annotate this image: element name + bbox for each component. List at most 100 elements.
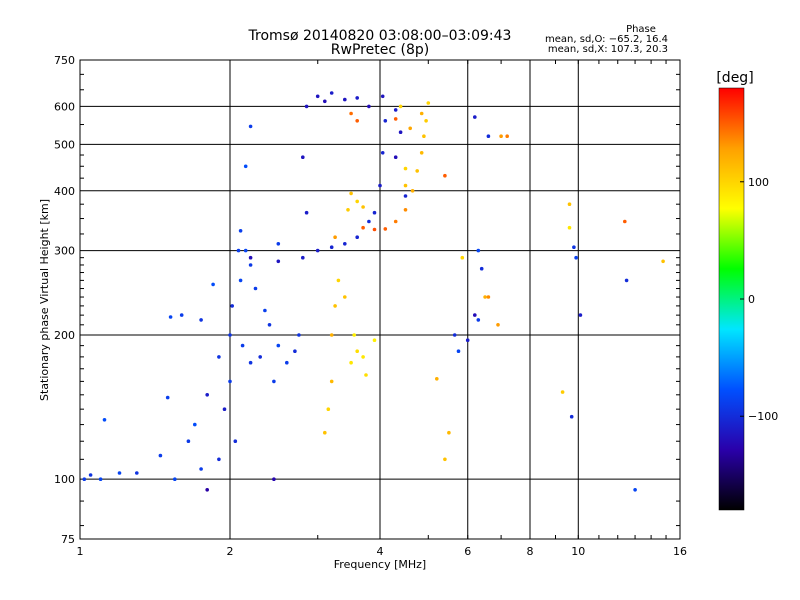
data-point (486, 295, 491, 299)
data-point (238, 278, 243, 283)
data-point (179, 313, 184, 317)
data-point (98, 477, 103, 482)
data-point (329, 91, 334, 95)
data-point (349, 360, 353, 365)
data-point (315, 248, 320, 253)
data-point (253, 286, 258, 291)
data-point (248, 255, 253, 260)
data-point (403, 194, 408, 198)
data-point (336, 278, 341, 283)
data-point (343, 295, 347, 299)
data-point (349, 111, 353, 116)
data-point (240, 343, 245, 348)
data-point (633, 488, 637, 492)
data-point (380, 94, 385, 99)
data-point (297, 333, 301, 337)
data-point (380, 151, 385, 155)
colorbar (718, 87, 745, 511)
data-point (329, 333, 334, 337)
data-point (248, 360, 253, 365)
data-point (383, 119, 388, 123)
x-tick-label: 10 (571, 545, 585, 558)
x-tick-label: 6 (464, 545, 471, 558)
data-point (346, 208, 350, 212)
data-point (343, 242, 347, 246)
data-point (276, 343, 281, 348)
data-point (343, 97, 347, 102)
data-point (473, 313, 477, 317)
data-point (222, 407, 227, 412)
x-tick-label: 1 (77, 545, 84, 558)
colorbar-ticks: 100 0 −100 (740, 176, 778, 423)
data-point (419, 111, 424, 116)
data-point (272, 379, 276, 384)
data-point (135, 471, 139, 475)
data-point (424, 119, 428, 123)
x-tick-label: 2 (227, 545, 234, 558)
data-point (393, 108, 398, 112)
data-point (443, 173, 447, 178)
data-point (228, 333, 232, 337)
data-point (258, 355, 263, 359)
data-point (349, 191, 353, 196)
data-point (301, 255, 305, 260)
data-point (476, 248, 481, 253)
data-point (238, 229, 243, 233)
data-point (452, 333, 457, 337)
data-point (285, 360, 289, 365)
data-point (372, 227, 377, 232)
info-title: Phase (626, 24, 656, 35)
data-point (248, 124, 253, 129)
chart-subtitle: RwPretec (8p) (331, 42, 429, 58)
data-point (569, 414, 574, 419)
data-point (372, 338, 377, 343)
data-point (168, 315, 173, 319)
data-point (361, 355, 365, 359)
data-point (456, 349, 461, 354)
data-point (364, 373, 368, 377)
data-point (217, 355, 221, 359)
data-point (383, 227, 388, 231)
data-point (276, 259, 281, 264)
data-point (199, 467, 203, 471)
data-point (333, 235, 337, 239)
data-point (408, 126, 413, 131)
x-tick-label: 16 (673, 545, 687, 558)
data-point (505, 134, 510, 138)
data-point (415, 169, 420, 173)
data-point (479, 266, 484, 271)
y-tick-label: 200 (54, 329, 75, 342)
data-point (447, 430, 451, 435)
data-point (499, 134, 503, 138)
data-point (326, 407, 331, 412)
y-tick-label: 300 (54, 245, 75, 258)
data-points (82, 91, 665, 492)
data-point (403, 166, 408, 171)
data-point (217, 457, 221, 462)
x-tick-label: 8 (527, 545, 534, 558)
data-point (367, 104, 371, 109)
data-point (301, 155, 305, 159)
data-point (186, 439, 191, 444)
data-point (352, 333, 357, 337)
data-point (578, 313, 583, 317)
y-tick-label: 500 (54, 138, 75, 151)
data-point (276, 242, 281, 246)
data-point (230, 304, 234, 308)
data-point (173, 477, 177, 482)
data-point (483, 295, 487, 299)
colorbar-label: [deg] (716, 70, 753, 86)
data-point (205, 393, 209, 397)
data-point (361, 225, 365, 230)
data-point (435, 377, 439, 381)
data-point (378, 183, 382, 188)
data-point (236, 248, 241, 253)
data-point (393, 219, 398, 224)
x-tick-label: 4 (377, 545, 384, 558)
y-axis-ticks: 75 100 200 300 400 500 600 750 (54, 54, 680, 546)
data-point (205, 488, 209, 492)
data-point (323, 99, 327, 104)
data-point (199, 318, 203, 322)
y-tick-label: 750 (54, 54, 75, 67)
